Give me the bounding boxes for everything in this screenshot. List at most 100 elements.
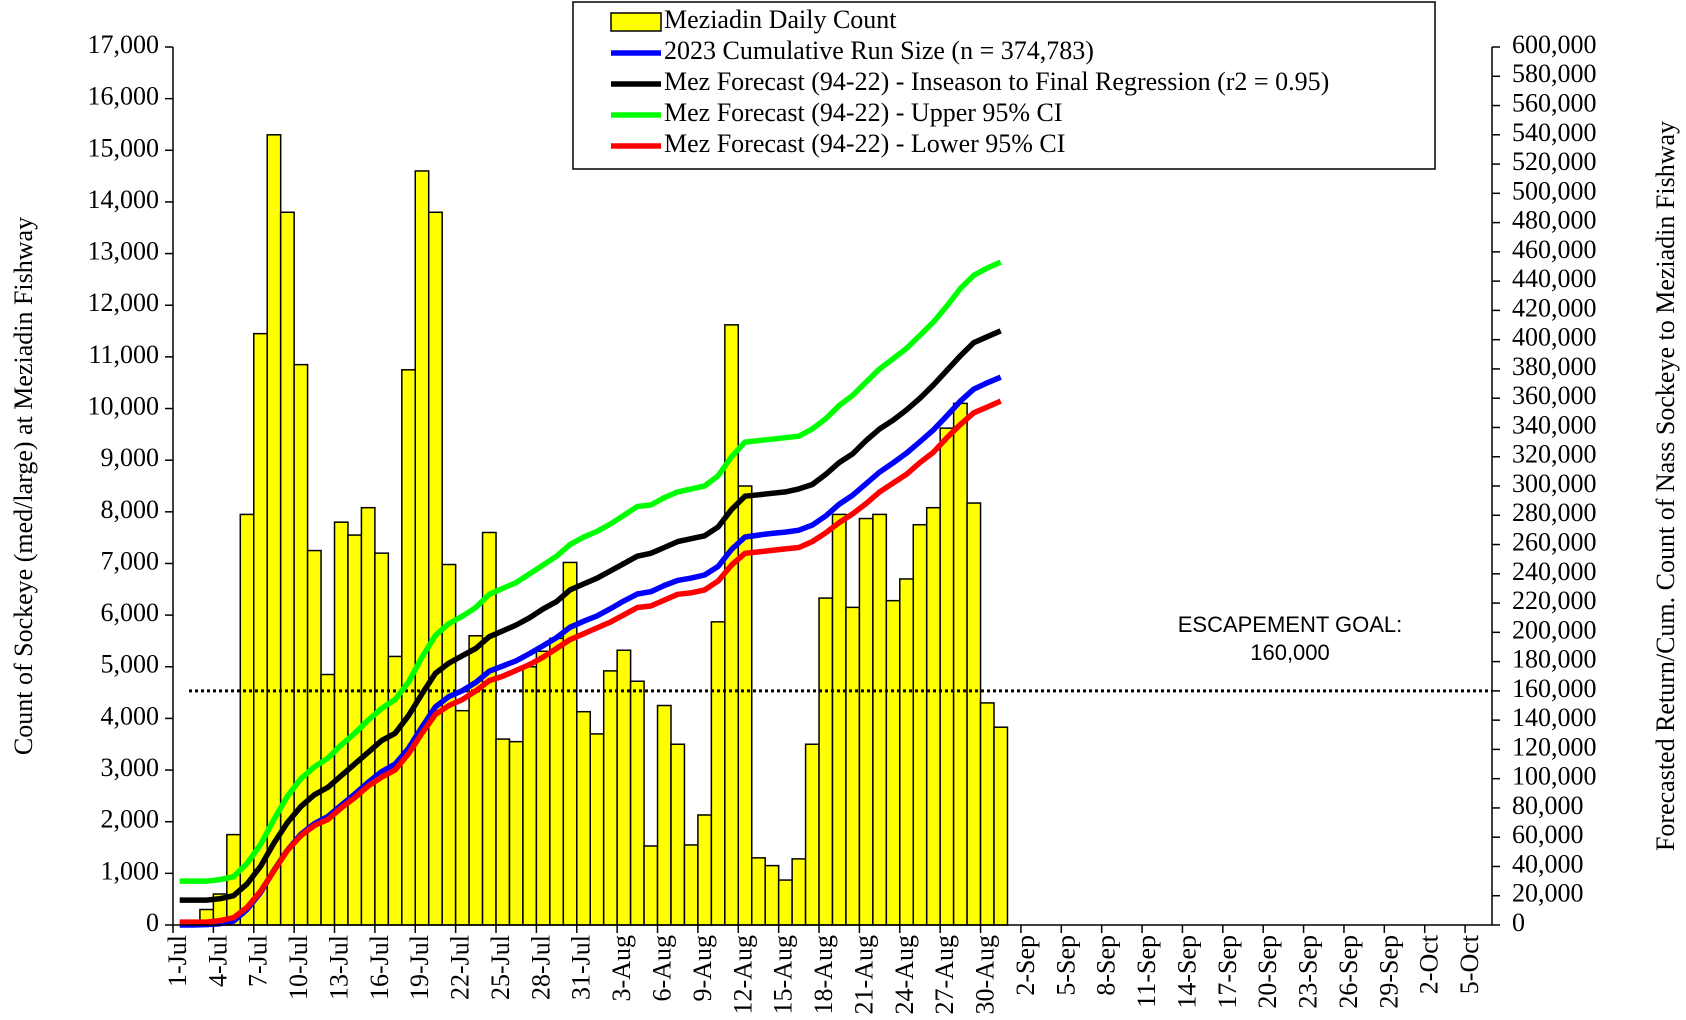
y2-tick-label: 540,000 — [1512, 118, 1597, 147]
y-tick-label: 12,000 — [88, 288, 160, 317]
bar — [952, 402, 968, 926]
x-tick-label: 6-Aug — [647, 935, 676, 1001]
x-tick-label: 2-Oct — [1415, 934, 1444, 994]
y2-tick-label: 20,000 — [1512, 879, 1584, 908]
bar — [845, 606, 861, 926]
x-tick-label: 29-Sep — [1374, 935, 1403, 1009]
bar — [979, 702, 995, 926]
bar — [925, 506, 941, 926]
x-tick-label: 7-Jul — [244, 935, 273, 987]
legend-swatch — [610, 12, 662, 32]
bar — [791, 858, 807, 926]
bar — [508, 740, 524, 926]
y-tick-label: 11,000 — [88, 340, 159, 369]
x-tick-label: 22-Jul — [446, 935, 475, 1000]
x-tick-label: 10-Jul — [284, 935, 313, 1000]
bar — [333, 521, 349, 926]
x-tick-label: 26-Sep — [1334, 935, 1363, 1009]
y2-tick-label: 200,000 — [1512, 615, 1597, 644]
y2-tick-label: 500,000 — [1512, 176, 1597, 205]
line-series — [179, 398, 1002, 925]
bar — [683, 844, 699, 926]
y2-tick-label: 120,000 — [1512, 732, 1597, 761]
x-tick-label: 20-Sep — [1253, 935, 1282, 1009]
bar — [522, 666, 538, 926]
y2-tick-label: 560,000 — [1512, 89, 1597, 118]
x-tick-label: 11-Sep — [1132, 935, 1161, 1008]
bar — [629, 680, 645, 926]
bar — [818, 597, 834, 926]
bar — [401, 369, 417, 926]
x-tick-label: 19-Jul — [405, 935, 434, 1000]
annotation: ESCAPEMENT GOAL: — [1178, 612, 1403, 637]
bar — [576, 710, 591, 926]
x-tick-label: 13-Jul — [324, 935, 353, 1000]
bar — [602, 670, 618, 926]
y2-tick-label: 240,000 — [1512, 557, 1597, 586]
line-series — [179, 328, 1002, 903]
x-tick-label: 31-Jul — [567, 935, 596, 1000]
bar — [750, 857, 766, 926]
bar — [724, 324, 740, 926]
bar — [414, 170, 430, 926]
y-tick-label: 0 — [146, 908, 159, 937]
legend-label: Mez Forecast (94-22) - Inseason to Final… — [664, 67, 1329, 96]
y-tick-label: 16,000 — [88, 82, 160, 111]
y-tick-label: 3,000 — [101, 753, 160, 782]
bar — [454, 709, 470, 926]
y2-tick-label: 80,000 — [1512, 791, 1584, 820]
bar — [872, 513, 888, 926]
legend-label: Meziadin Daily Count — [664, 5, 897, 34]
line-series — [179, 259, 1002, 884]
bar — [804, 743, 820, 926]
bar — [764, 864, 780, 926]
y-tick-label: 4,000 — [101, 701, 160, 730]
x-tick-label: 5-Oct — [1455, 934, 1484, 994]
legend-label: 2023 Cumulative Run Size (n = 374,783) — [664, 36, 1094, 65]
bar — [710, 621, 726, 926]
y2-tick-label: 180,000 — [1512, 645, 1597, 674]
y2-tick-label: 400,000 — [1512, 323, 1597, 352]
bar — [899, 578, 915, 926]
y2-tick-label: 220,000 — [1512, 586, 1597, 615]
bar — [912, 523, 928, 926]
y2-tick-label: 0 — [1512, 908, 1525, 937]
x-tick-label: 2-Sep — [1011, 935, 1040, 996]
y-tick-label: 8,000 — [101, 495, 160, 524]
y-tick-label: 1,000 — [101, 856, 160, 885]
y2-tick-label: 300,000 — [1512, 469, 1597, 498]
bar — [306, 549, 322, 926]
x-tick-label: 25-Jul — [486, 935, 515, 1000]
x-tick-label: 8-Sep — [1092, 935, 1121, 996]
y-tick-label: 7,000 — [101, 546, 160, 575]
bar — [549, 637, 565, 926]
bar — [966, 502, 982, 926]
x-tick-label: 3-Aug — [607, 935, 636, 1001]
y2-tick-label: 420,000 — [1512, 293, 1597, 322]
bar — [831, 513, 847, 926]
y2-tick-label: 280,000 — [1512, 498, 1597, 527]
legend-label: Mez Forecast (94-22) - Upper 95% CI — [664, 98, 1063, 127]
y2-tick-label: 520,000 — [1512, 147, 1597, 176]
bar — [885, 599, 901, 926]
y2-tick-label: 40,000 — [1512, 849, 1584, 878]
legend-label: Mez Forecast (94-22) - Lower 95% CI — [664, 129, 1065, 158]
bar — [320, 673, 336, 926]
x-tick-label: 27-Aug — [930, 935, 959, 1014]
x-tick-label: 21-Aug — [849, 935, 878, 1014]
x-tick-label: 30-Aug — [971, 935, 1000, 1014]
x-tick-label: 23-Sep — [1294, 935, 1323, 1009]
y2-tick-label: 580,000 — [1512, 59, 1597, 88]
y2-tick-label: 340,000 — [1512, 410, 1597, 439]
y-tick-label: 14,000 — [88, 185, 160, 214]
x-tick-label: 14-Sep — [1172, 935, 1201, 1009]
y-tick-label: 5,000 — [101, 650, 160, 679]
annotation: 160,000 — [1250, 640, 1330, 665]
bar — [589, 733, 605, 926]
y2-tick-label: 460,000 — [1512, 235, 1597, 264]
x-tick-label: 1-Jul — [163, 935, 192, 987]
bar — [643, 845, 659, 926]
bar — [697, 814, 713, 926]
